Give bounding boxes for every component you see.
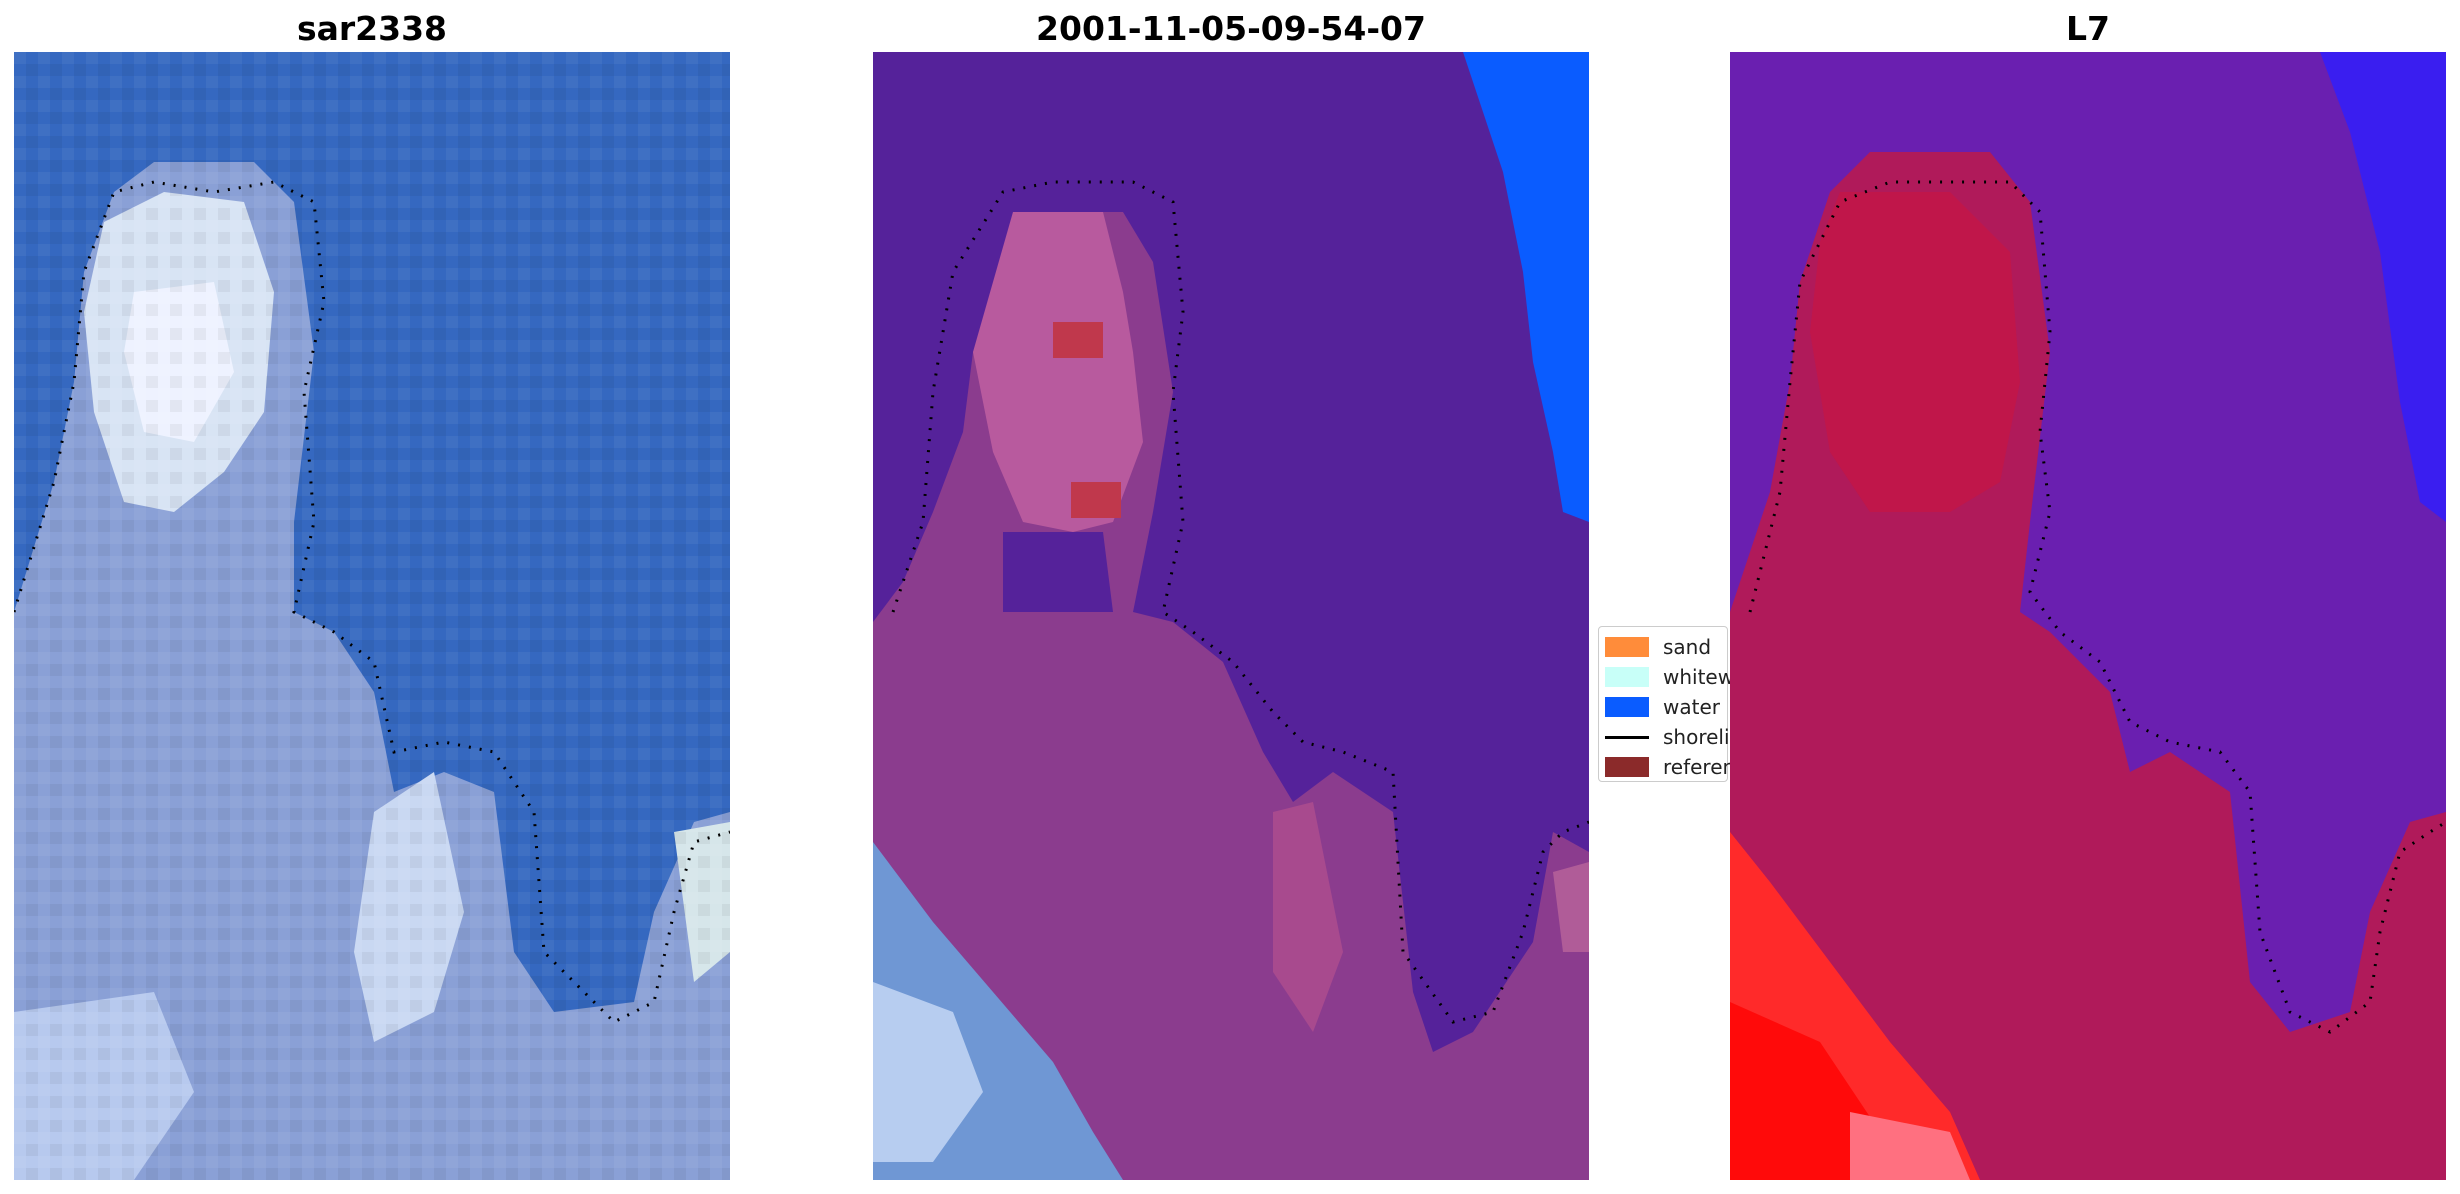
panel-title-index: L7 [2066, 9, 2110, 48]
reference-block [1053, 322, 1103, 358]
deep-water-index [2320, 52, 2446, 522]
sand-swatch-icon [1605, 637, 1649, 657]
shoreline-line-icon [1605, 727, 1649, 747]
legend-label-water: water [1663, 695, 1720, 719]
legend: sand whitewater water shoreline referenc… [1598, 626, 1775, 782]
shoreline-2 [891, 180, 1589, 1024]
classification-panel [873, 52, 1589, 1180]
legend-item-water: water [1605, 692, 1727, 722]
reference-block-2 [1071, 482, 1121, 518]
panel-title-rgb: sar2338 [296, 9, 448, 48]
rgb-image-panel [14, 52, 730, 1180]
rgb-image [14, 52, 730, 1180]
index-panel [1730, 52, 2446, 1180]
legend-item-whitewater: whitewater [1605, 662, 1775, 692]
open-water-area [1463, 52, 1589, 522]
shoreline [14, 180, 730, 1024]
high-index-area [1810, 192, 2020, 512]
classification-image [873, 52, 1589, 1180]
legend-item-sand: sand [1605, 632, 1727, 662]
sand-patch-2 [1553, 862, 1589, 952]
reference-swatch-icon [1605, 757, 1649, 777]
legend-item-shoreline: shoreline [1605, 722, 1755, 752]
panel-title-classification: 2001-11-05-09-54-07 [1036, 9, 1426, 48]
whitewater-swatch-icon [1605, 667, 1649, 687]
sand-class-area [973, 212, 1143, 532]
brightest-area [1730, 1002, 1880, 1180]
index-image [1730, 52, 2446, 1180]
sand-patch [1273, 802, 1343, 1032]
unclassified-bright [873, 982, 983, 1162]
pink-area [1850, 1112, 1970, 1180]
channel-area [1003, 532, 1113, 612]
water-swatch-icon [1605, 697, 1649, 717]
legend-item-reference: reference [1605, 752, 1759, 782]
legend-label-sand: sand [1663, 635, 1712, 659]
